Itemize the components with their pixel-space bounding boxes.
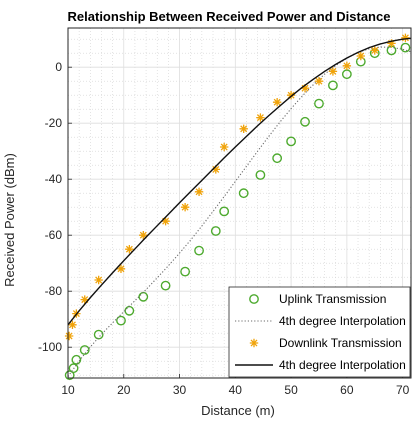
data-point [286, 136, 296, 147]
x-tick-label: 60 [340, 383, 354, 397]
y-axis-label: Received Power (dBm) [2, 153, 17, 287]
data-point [116, 315, 126, 326]
data-point [239, 124, 248, 133]
data-point [194, 245, 204, 256]
data-point [93, 329, 104, 340]
data-point [300, 116, 310, 127]
legend-label: 4th degree Interpolation [279, 314, 406, 328]
legend-label: Uplink Transmission [279, 292, 386, 306]
data-point [219, 142, 229, 152]
data-point [139, 231, 148, 240]
data-point [328, 67, 338, 76]
chart-title: Relationship Between Received Power and … [68, 9, 391, 24]
data-point [314, 77, 324, 86]
legend-label: Downlink Transmission [279, 336, 402, 350]
data-point [64, 331, 74, 341]
data-point [71, 354, 82, 365]
legend-entry: 4th degree Interpolation [235, 358, 406, 372]
data-point [94, 275, 103, 285]
x-tick-label: 20 [117, 383, 131, 397]
data-point [255, 170, 266, 180]
legend: Uplink Transmission 4th degree Interpolat… [228, 286, 411, 378]
data-point [210, 226, 221, 236]
data-point [300, 84, 310, 93]
legend-entry: Downlink Transmission [249, 336, 402, 350]
data-point [180, 266, 191, 277]
data-point [370, 46, 379, 55]
data-point [387, 39, 396, 48]
legend-label: 4th degree Interpolation [279, 358, 406, 372]
x-tick-label: 70 [396, 383, 410, 397]
y-tick-label: -40 [45, 172, 63, 186]
legend-box [228, 286, 411, 378]
data-point [401, 33, 410, 42]
series-4 [67, 37, 412, 326]
legend-marker-swatch [249, 338, 259, 348]
data-point [116, 264, 126, 273]
data-point [80, 295, 89, 304]
x-axis-ticks: 10 20 30 40 50 60 70 [61, 374, 410, 397]
data-point [194, 187, 204, 196]
data-point [286, 91, 296, 100]
data-point [238, 188, 249, 199]
data-point [160, 280, 171, 291]
data-point [211, 165, 220, 174]
legend-entry: 4th degree Interpolation [235, 314, 406, 328]
data-point [272, 153, 283, 164]
data-point [400, 42, 411, 53]
data-point [79, 345, 90, 355]
legend-entry: Uplink Transmission [249, 292, 386, 306]
x-tick-label: 30 [173, 383, 187, 397]
y-axis-ticks: -100 -80 -60 -40 -20 0 [38, 60, 72, 354]
x-tick-label: 50 [284, 383, 298, 397]
legend-marker-swatch [249, 294, 259, 304]
data-point [314, 98, 324, 109]
y-tick-label: 0 [55, 60, 62, 74]
data-point [161, 217, 170, 226]
data-point [180, 203, 190, 212]
data-point [68, 320, 77, 329]
y-tick-label: -80 [45, 284, 63, 298]
data-point [356, 51, 366, 61]
data-point [68, 363, 79, 374]
x-tick-label: 10 [61, 383, 75, 397]
series-layer [64, 33, 412, 381]
data-point [342, 61, 352, 70]
x-tick-label: 40 [229, 383, 243, 397]
y-tick-label: -20 [45, 116, 63, 130]
data-point [125, 245, 134, 254]
y-tick-label: -60 [45, 228, 63, 242]
x-axis-label: Distance (m) [201, 403, 275, 418]
series-line [67, 37, 412, 326]
data-point [272, 98, 282, 107]
data-point [256, 113, 265, 122]
y-tick-label: -100 [38, 340, 62, 354]
series-3 [64, 33, 410, 341]
plot-frame [67, 27, 412, 379]
data-point [328, 80, 338, 91]
data-point [219, 206, 230, 217]
